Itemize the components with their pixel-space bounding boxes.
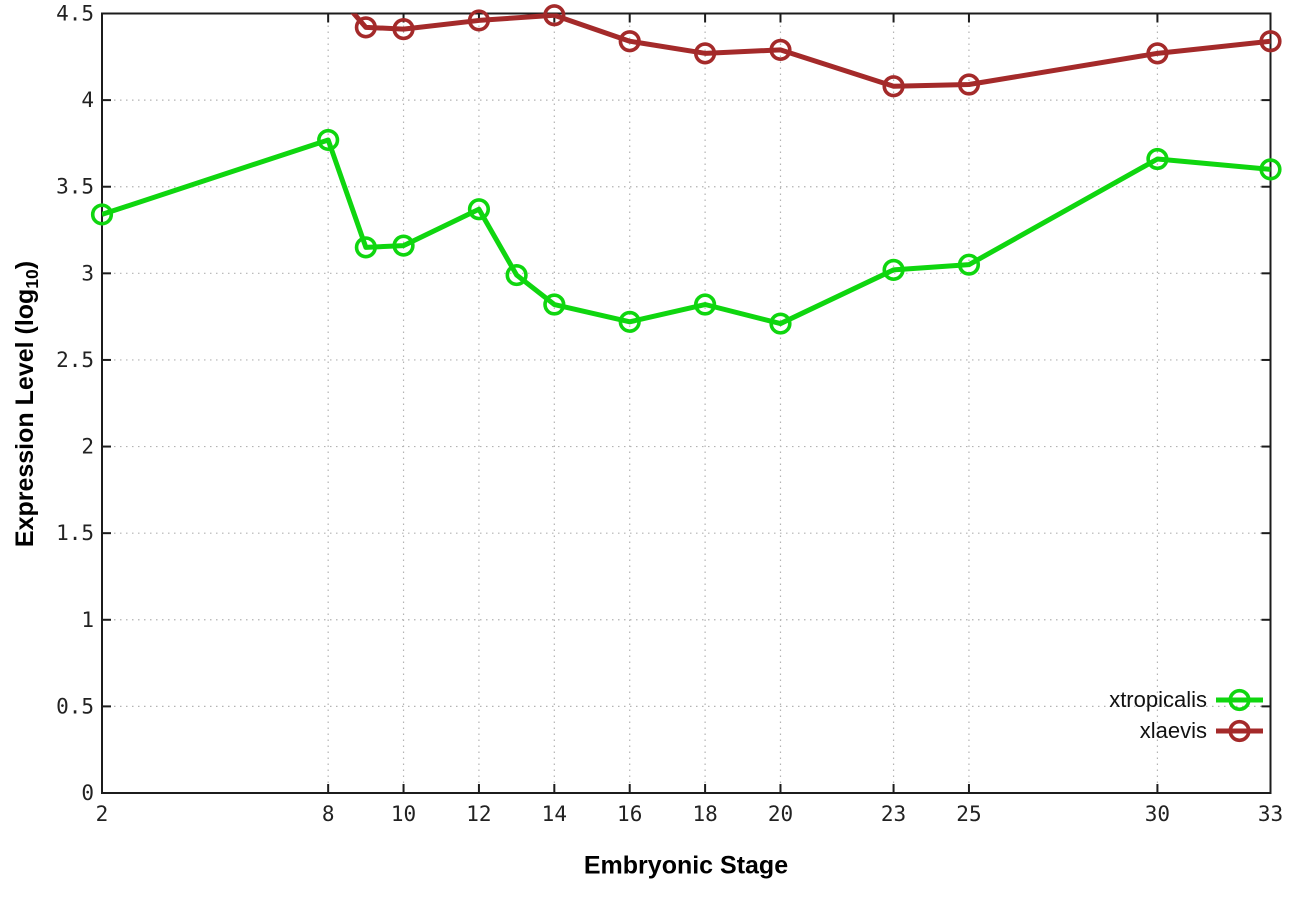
x-tick-label: 20 (768, 802, 793, 826)
y-axis-title-prefix: Expression Level (log (10, 288, 39, 548)
x-tick-label: 18 (692, 802, 717, 826)
data-point-xlaevis-33 (1259, 30, 1282, 53)
data-point-xtropicalis-33 (1259, 158, 1282, 181)
plot-border (101, 12, 1272, 794)
legend-entry-xtropicalis: xtropicalis (1109, 687, 1263, 712)
data-point-xtropicalis-23 (882, 258, 905, 281)
x-axis-title: Embryonic Stage (584, 852, 788, 881)
x-tick-label: 2 (96, 802, 109, 826)
x-tick-label: 33 (1258, 802, 1283, 826)
data-point-xtropicalis-14 (543, 293, 566, 316)
x-tick-label: 10 (391, 802, 416, 826)
data-point-xlaevis-14 (543, 4, 566, 27)
data-point-xlaevis-10 (392, 17, 415, 41)
data-point-xlaevis-25 (957, 73, 981, 96)
data-point-xtropicalis-13 (505, 263, 528, 287)
y-tick-label: 2.5 (56, 348, 94, 372)
y-tick-label: 0.5 (56, 694, 94, 718)
series-line-group-xtropicalis (102, 137, 1271, 327)
x-tick-label: 16 (617, 802, 642, 826)
legend-entry-xlaevis: xlaevis (1140, 718, 1263, 743)
legend-marker-xtropicalis (1228, 688, 1251, 712)
data-point-xtropicalis-8 (317, 128, 340, 152)
data-point-xtropicalis-25 (957, 253, 981, 276)
x-axis-title-text: Embryonic Stage (583, 851, 789, 880)
x-tick-label: 25 (956, 802, 981, 826)
x-tick-label: 14 (542, 802, 567, 826)
data-point-xlaevis-20 (769, 38, 792, 61)
y-tick-label: 3 (81, 261, 94, 285)
data-point-xlaevis-12 (467, 9, 491, 32)
data-point-xtropicalis-12 (467, 198, 491, 221)
data-point-xlaevis-30 (1146, 42, 1169, 65)
x-tick-label: 12 (466, 802, 491, 826)
data-point-xtropicalis-30 (1146, 147, 1169, 171)
legend-label-xtropicalis: xtropicalis (1109, 687, 1207, 712)
x-tick-label: 23 (881, 802, 906, 826)
data-point-xtropicalis-18 (693, 293, 717, 316)
y-tick-label: 4.5 (56, 2, 94, 26)
y-axis-title: Expression Level (log10) (11, 261, 43, 547)
legend-label-xlaevis: xlaevis (1140, 718, 1207, 743)
y-tick-label: 2 (81, 435, 94, 459)
data-point-xtropicalis-16 (618, 310, 641, 333)
y-tick-label: 4 (81, 88, 94, 112)
data-point-xtropicalis-2 (90, 203, 114, 226)
y-axis-title-suffix: ) (10, 260, 39, 270)
data-point-xtropicalis-9 (354, 236, 377, 259)
x-tick-label: 8 (322, 802, 335, 826)
data-point-xlaevis-23 (882, 75, 905, 98)
x-tick-label: 30 (1145, 802, 1170, 826)
data-point-xlaevis-16 (618, 30, 641, 53)
data-point-xlaevis-9 (354, 16, 377, 39)
series-line-xtropicalis (102, 137, 1271, 327)
data-point-xtropicalis-20 (769, 312, 792, 335)
y-tick-label: 1 (81, 608, 94, 632)
series-line-group-xlaevis (350, 13, 1271, 89)
y-tick-label: 3.5 (56, 175, 94, 199)
data-point-xtropicalis-10 (392, 234, 415, 257)
y-axis-title-subscript: 10 (22, 269, 43, 289)
data-point-xlaevis-18 (693, 42, 717, 65)
y-tick-label: 0 (81, 781, 94, 805)
legend-marker-xlaevis (1228, 719, 1251, 743)
y-tick-label: 1.5 (56, 521, 94, 545)
series-line-xlaevis (350, 13, 1271, 89)
